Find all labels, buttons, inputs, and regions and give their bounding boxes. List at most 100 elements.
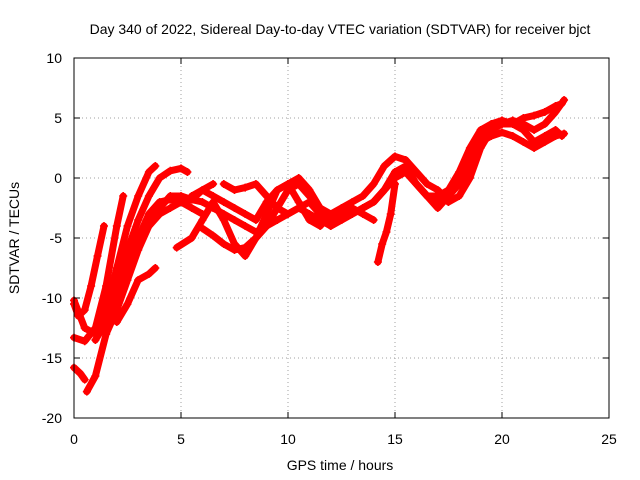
data-point — [433, 186, 442, 194]
data-point — [241, 183, 250, 192]
x-tick-label: 15 — [387, 431, 403, 447]
data-point — [386, 210, 395, 218]
data-point — [369, 216, 378, 224]
data-point — [241, 222, 250, 230]
data-point — [251, 216, 260, 224]
data-point — [284, 210, 292, 218]
data-point — [209, 231, 218, 240]
data-point — [155, 174, 164, 182]
data-point — [209, 180, 218, 188]
data-point — [183, 168, 192, 176]
data-point — [123, 222, 132, 230]
data-point — [134, 276, 143, 284]
data-point — [119, 192, 128, 200]
data-point — [508, 132, 517, 140]
data-point — [230, 216, 239, 224]
data-point — [177, 198, 185, 206]
data-point — [123, 246, 132, 254]
data-point — [198, 224, 207, 233]
data-point — [187, 234, 196, 242]
data-point — [112, 318, 121, 326]
data-point — [305, 210, 314, 218]
data-point — [476, 126, 485, 134]
data-point — [198, 216, 207, 224]
data-point — [401, 156, 410, 164]
data-point — [476, 138, 485, 146]
data-point — [305, 198, 314, 206]
data-point — [455, 168, 464, 176]
data-point — [433, 198, 442, 206]
data-point — [219, 210, 228, 218]
y-tick-label: 0 — [54, 170, 62, 186]
data-point — [380, 186, 389, 194]
data-point — [198, 198, 207, 206]
data-point — [123, 276, 132, 284]
x-tick-label: 5 — [177, 431, 185, 447]
y-tick-label: -5 — [50, 230, 63, 246]
data-point — [102, 330, 111, 338]
data-point — [294, 174, 303, 182]
y-tick-labels: -20 -15 -10 -5 0 5 10 — [42, 50, 62, 426]
data-point — [508, 120, 517, 128]
data-point — [144, 210, 153, 218]
x-tick-labels: 0 5 10 15 20 25 — [70, 431, 617, 447]
chart-title: Day 340 of 2022, Sidereal Day-to-day VTE… — [90, 21, 591, 37]
data-point — [382, 228, 391, 236]
x-tick-label: 20 — [494, 431, 510, 447]
data-point — [102, 282, 111, 290]
data-point — [540, 120, 549, 128]
data-point — [401, 168, 410, 176]
data-point — [80, 324, 89, 332]
data-point — [487, 120, 496, 128]
data-point — [337, 216, 346, 224]
data-point — [187, 195, 196, 204]
data-point — [380, 162, 389, 170]
data-point — [80, 375, 89, 384]
data-point — [134, 234, 143, 242]
data-point — [348, 210, 357, 218]
data-point — [134, 216, 143, 224]
data-point — [166, 166, 175, 175]
y-tick-label: -20 — [42, 410, 62, 426]
data-point — [91, 324, 100, 332]
data-point — [540, 108, 549, 116]
series-arc-13 — [219, 168, 399, 230]
data-point — [358, 192, 367, 200]
data-point — [230, 204, 239, 212]
data-point — [273, 216, 282, 224]
series-arc-3 — [70, 222, 108, 320]
data-point — [305, 186, 314, 194]
data-point — [519, 138, 528, 146]
data-point — [465, 174, 474, 182]
data-point — [487, 132, 496, 140]
data-point — [80, 337, 89, 346]
data-point — [144, 222, 153, 230]
data-point — [412, 180, 421, 188]
data-point — [465, 144, 474, 152]
data-point — [519, 114, 528, 122]
ticks-layer — [73, 57, 610, 419]
data-point — [144, 192, 153, 200]
data-point — [455, 180, 464, 188]
data-point — [166, 204, 175, 212]
data-point — [198, 186, 207, 194]
data-point — [144, 270, 153, 278]
series-layer — [70, 96, 569, 396]
x-axis-label: GPS time / hours — [287, 457, 394, 473]
data-point — [423, 192, 432, 200]
data-point — [251, 180, 260, 188]
data-point — [273, 204, 282, 212]
data-point — [560, 129, 569, 138]
series-arc-5 — [82, 164, 192, 396]
data-point — [284, 180, 292, 188]
data-point — [230, 246, 239, 254]
series-arc-14 — [373, 180, 399, 266]
data-point — [530, 144, 539, 152]
y-tick-label: 10 — [46, 50, 62, 66]
data-point — [444, 186, 453, 194]
data-point — [144, 168, 153, 176]
data-point — [166, 192, 175, 200]
y-axis-label: SDTVAR / TECUs — [6, 182, 22, 294]
x-tick-label: 10 — [280, 431, 296, 447]
